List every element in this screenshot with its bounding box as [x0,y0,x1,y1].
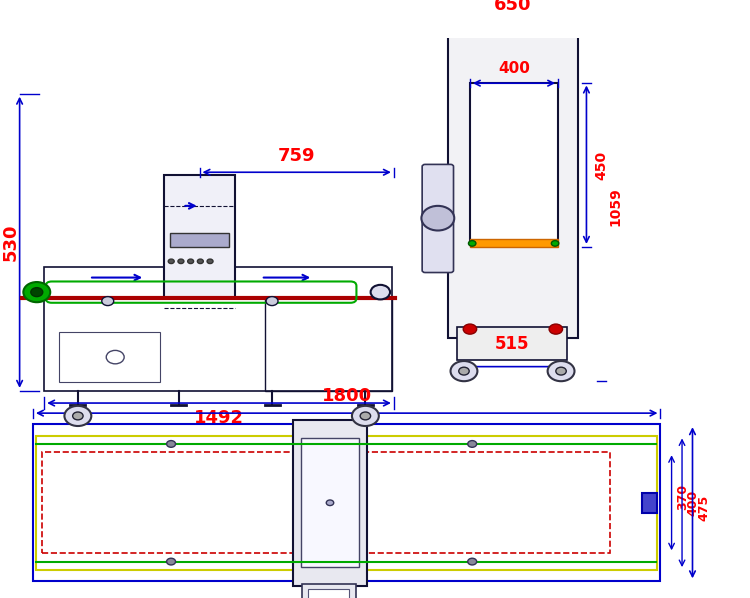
Circle shape [451,361,478,381]
Circle shape [551,240,559,246]
FancyBboxPatch shape [422,164,454,273]
Circle shape [556,367,566,375]
Bar [170,233,229,246]
Bar [293,420,367,585]
Circle shape [459,367,470,375]
Circle shape [266,297,278,306]
Text: 400: 400 [686,490,700,516]
Bar [470,239,558,247]
Bar [301,438,359,567]
Circle shape [464,324,477,334]
Bar [44,267,392,390]
Circle shape [64,406,92,426]
Circle shape [548,361,574,381]
Circle shape [207,259,213,264]
Text: 1492: 1492 [194,409,244,427]
Bar [164,175,235,298]
Text: 515: 515 [494,335,529,353]
Text: 475: 475 [697,495,710,521]
Circle shape [31,288,43,297]
Circle shape [468,441,477,447]
Text: 650: 650 [494,0,532,14]
Circle shape [166,441,176,447]
Bar [470,83,558,242]
Text: 759: 759 [278,147,316,165]
Bar [265,298,392,390]
Circle shape [352,406,379,426]
Circle shape [326,500,334,505]
Bar [59,332,160,382]
Bar [33,425,661,581]
Circle shape [73,412,83,420]
Circle shape [102,297,114,306]
Text: 530: 530 [2,224,20,261]
Circle shape [168,259,174,264]
Circle shape [188,259,194,264]
Bar [36,435,658,570]
Circle shape [549,324,562,334]
Text: 1800: 1800 [322,388,372,405]
Text: 450: 450 [594,151,608,179]
Text: 400: 400 [498,61,530,76]
Circle shape [178,259,184,264]
Bar [308,589,350,598]
Circle shape [469,240,476,246]
Bar [42,452,610,553]
Bar [302,584,356,598]
Circle shape [468,558,477,565]
Bar [457,328,567,360]
Circle shape [370,285,390,300]
Text: 370: 370 [676,484,689,510]
Circle shape [23,282,50,302]
Circle shape [197,259,203,264]
Circle shape [166,558,176,565]
Text: 1059: 1059 [609,188,622,227]
Bar [448,32,578,337]
Bar [643,493,658,513]
Circle shape [422,206,454,230]
Circle shape [360,412,370,420]
